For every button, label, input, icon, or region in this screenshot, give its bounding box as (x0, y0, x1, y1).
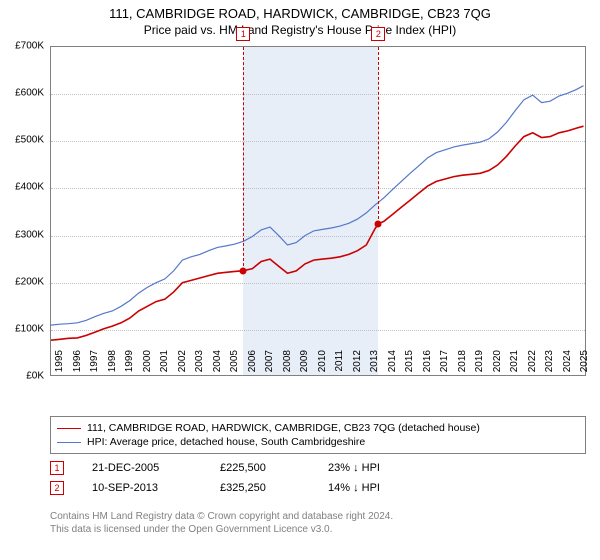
chart-area: 12 £0K£100K£200K£300K£400K£500K£600K£700… (50, 46, 586, 406)
sales-table: 1 21-DEC-2005 £225,500 23% ↓ HPI 2 10-SE… (50, 458, 380, 498)
sale-date-2: 10-SEP-2013 (92, 482, 192, 494)
legend-label-hpi: HPI: Average price, detached house, Sout… (87, 436, 365, 448)
legend-swatch-price (57, 428, 81, 429)
sale-price-1: £225,500 (220, 462, 300, 474)
sale-marker-1-icon: 1 (50, 461, 64, 475)
sale-delta-1: 23% ↓ HPI (328, 462, 380, 474)
legend-item-price: 111, CAMBRIDGE ROAD, HARDWICK, CAMBRIDGE… (57, 421, 579, 435)
chart-title: 111, CAMBRIDGE ROAD, HARDWICK, CAMBRIDGE… (0, 0, 600, 21)
plot-region: 12 (50, 46, 586, 376)
legend-label-price: 111, CAMBRIDGE ROAD, HARDWICK, CAMBRIDGE… (87, 422, 480, 434)
sale-marker-2-icon: 2 (50, 481, 64, 495)
legend-item-hpi: HPI: Average price, detached house, Sout… (57, 435, 579, 449)
footer-line2: This data is licensed under the Open Gov… (50, 523, 393, 536)
sale-delta-2: 14% ↓ HPI (328, 482, 380, 494)
legend-swatch-hpi (57, 442, 81, 443)
sale-date-1: 21-DEC-2005 (92, 462, 192, 474)
legend: 111, CAMBRIDGE ROAD, HARDWICK, CAMBRIDGE… (50, 416, 586, 454)
chart-container: 111, CAMBRIDGE ROAD, HARDWICK, CAMBRIDGE… (0, 0, 600, 560)
chart-subtitle: Price paid vs. HM Land Registry's House … (0, 21, 600, 37)
line-series (51, 47, 587, 377)
footer-line1: Contains HM Land Registry data © Crown c… (50, 510, 393, 523)
footer-attribution: Contains HM Land Registry data © Crown c… (50, 510, 393, 536)
sale-price-2: £325,250 (220, 482, 300, 494)
sale-row-2: 2 10-SEP-2013 £325,250 14% ↓ HPI (50, 478, 380, 498)
sale-row-1: 1 21-DEC-2005 £225,500 23% ↓ HPI (50, 458, 380, 478)
